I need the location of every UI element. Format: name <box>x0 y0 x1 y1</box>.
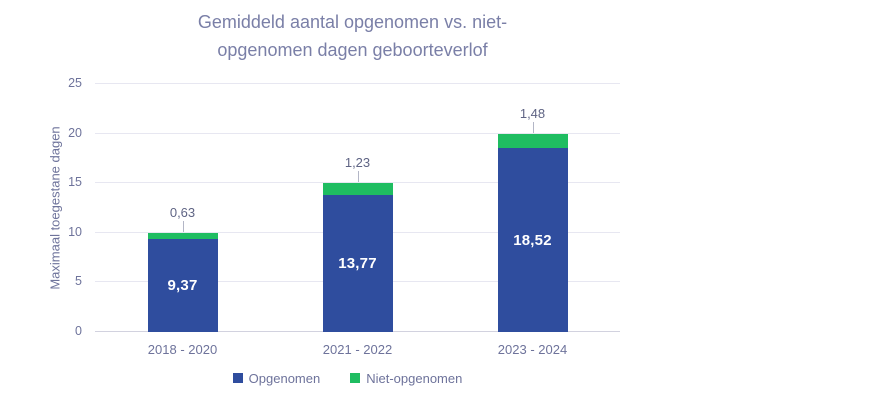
bar-group-2023 - 2024: 18,52 1,48 2023 - 2024 <box>445 84 620 357</box>
y-tick-label-20: 20 <box>68 125 82 140</box>
stacked-bar: 18,52 1,48 <box>497 84 568 332</box>
gridline-15 <box>95 182 620 184</box>
bar-segment-opgenomen: 13,77 <box>322 195 393 332</box>
y-axis-title: Maximaal toegestane dagen <box>47 126 63 290</box>
legend: Opgenomen Niet-opgenomen <box>95 369 600 387</box>
legend-item-opgenomen: Opgenomen <box>232 370 321 386</box>
category-label: 2018 - 2020 <box>147 342 218 357</box>
chart-title-line2: opgenomen dagen geboorteverlof <box>217 40 488 60</box>
plot-area: 0 5 10 15 20 25 9,37 0,63 2018 - 2020 13,77 1,23 20… <box>68 76 620 357</box>
data-label-leader-line <box>532 121 534 133</box>
bar-segment-opgenomen: 9,37 <box>147 239 218 332</box>
y-tick-label-25: 25 <box>68 76 82 90</box>
bar-value-label-niet-opgenomen: 1,48 <box>519 105 546 121</box>
legend-label-opgenomen: Opgenomen <box>248 370 321 386</box>
data-label-leader-line <box>182 220 184 232</box>
bar-segment-niet-opgenomen <box>147 232 218 240</box>
chart-title-line1: Gemiddeld aantal opgenomen vs. niet- <box>197 12 508 32</box>
bar-value-label-opgenomen: 9,37 <box>167 277 198 295</box>
category-label: 2021 - 2022 <box>322 342 393 357</box>
bar-value-label-niet-opgenomen: 0,63 <box>169 204 196 220</box>
bar-value-label-niet-opgenomen: 1,23 <box>344 155 371 171</box>
legend-swatch-niet-opgenomen <box>350 373 361 383</box>
stacked-bar: 9,37 0,63 <box>147 84 218 332</box>
chart-title: Gemiddeld aantal opgenomen vs. niet- opg… <box>90 8 615 64</box>
gridline-25 <box>95 83 620 84</box>
y-tick-label-5: 5 <box>75 274 82 289</box>
stacked-bar: 13,77 1,23 <box>322 84 393 332</box>
gridline-20 <box>95 132 620 134</box>
bar-segment-opgenomen: 18,52 <box>497 148 568 332</box>
y-tick-label-10: 10 <box>68 224 82 239</box>
bar-group-2021 - 2022: 13,77 1,23 2021 - 2022 <box>270 84 445 357</box>
data-label-leader-line <box>357 171 359 183</box>
legend-label-niet-opgenomen: Niet-opgenomen <box>366 370 463 386</box>
bar-value-label-opgenomen: 13,77 <box>338 255 377 273</box>
bar-value-label-opgenomen: 18,52 <box>513 231 552 249</box>
bar-group-2018 - 2020: 9,37 0,63 2018 - 2020 <box>95 84 270 357</box>
y-tick-label-15: 15 <box>68 175 82 190</box>
bar-segment-niet-opgenomen <box>322 183 393 196</box>
category-label: 2023 - 2024 <box>497 342 568 357</box>
legend-swatch-opgenomen <box>232 373 243 383</box>
legend-item-niet-opgenomen: Niet-opgenomen <box>350 371 462 386</box>
bar-segment-niet-opgenomen <box>497 133 568 149</box>
y-tick-label-0: 0 <box>75 324 82 338</box>
